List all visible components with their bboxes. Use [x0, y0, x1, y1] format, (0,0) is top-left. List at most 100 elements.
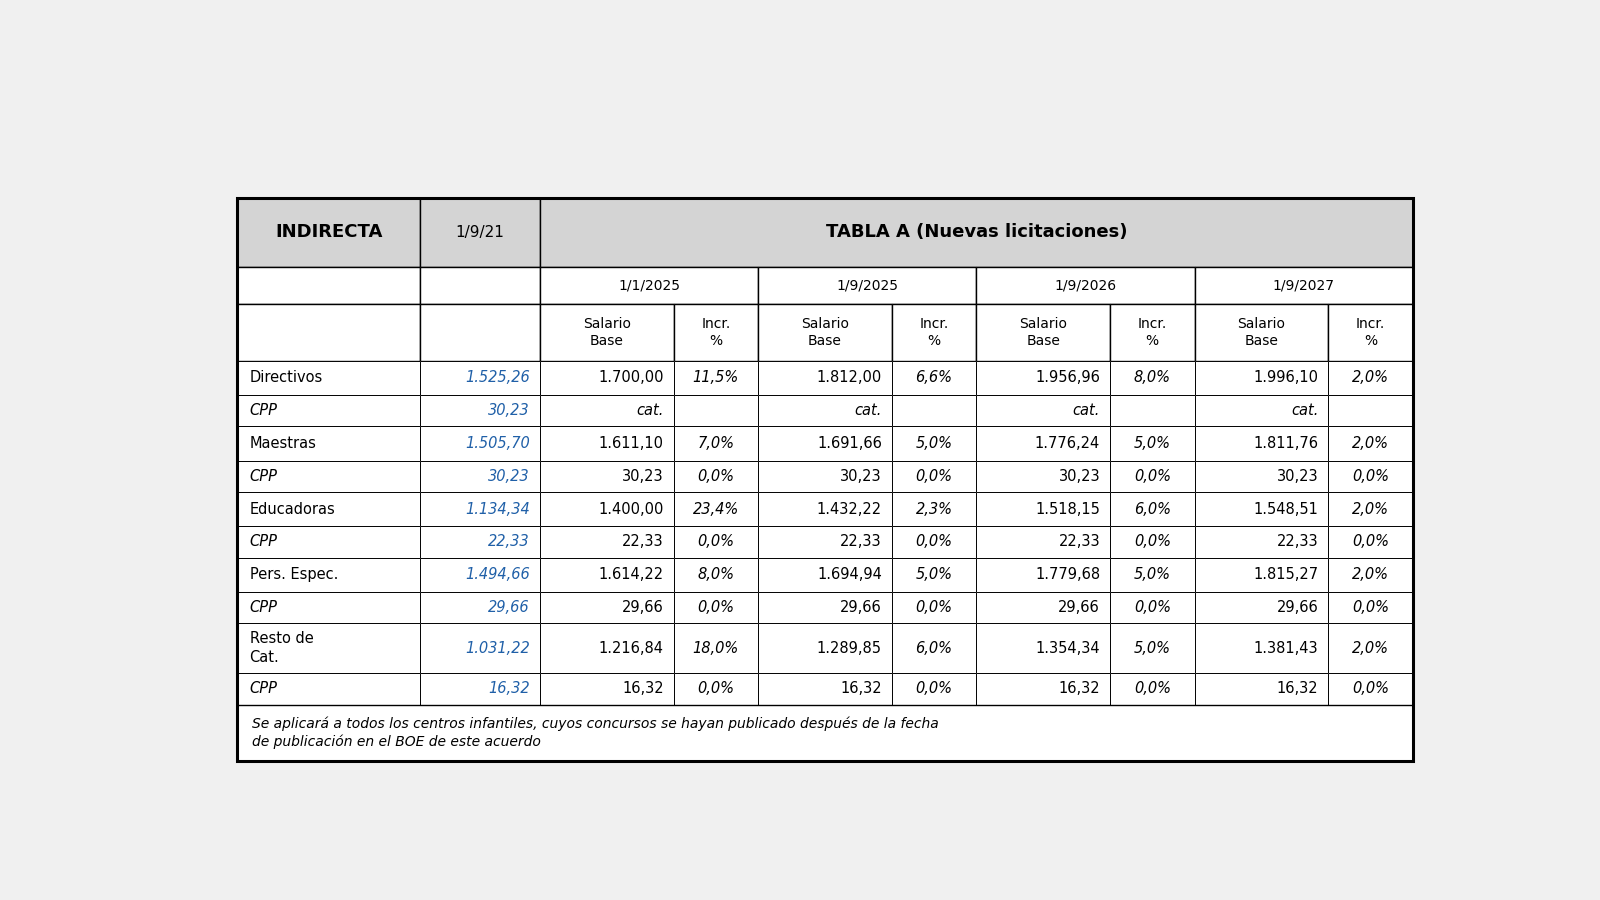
Bar [421, 558, 539, 592]
Bar [891, 492, 976, 526]
Bar [758, 361, 891, 395]
Bar [1195, 395, 1328, 427]
Text: 1.432,22: 1.432,22 [816, 501, 882, 517]
Bar [1195, 592, 1328, 624]
Text: 5,0%: 5,0% [1134, 567, 1171, 582]
Bar [539, 624, 674, 673]
Bar [1110, 461, 1195, 492]
Text: 16,32: 16,32 [840, 681, 882, 697]
Bar [758, 526, 891, 558]
Bar [539, 304, 674, 361]
Bar [758, 395, 891, 427]
Text: 1/9/2027: 1/9/2027 [1272, 279, 1334, 292]
Bar [1195, 304, 1328, 361]
Text: Salario
Base: Salario Base [582, 317, 630, 348]
Bar [237, 361, 421, 395]
Bar [1195, 673, 1328, 705]
Bar [891, 526, 976, 558]
Text: 30,23: 30,23 [840, 469, 882, 484]
Bar [674, 395, 758, 427]
Text: 29,66: 29,66 [1277, 600, 1318, 615]
Bar [1110, 526, 1195, 558]
Bar [1328, 304, 1413, 361]
Bar [758, 361, 891, 395]
Text: 6,6%: 6,6% [915, 370, 952, 385]
Bar [1110, 673, 1195, 705]
Bar [891, 592, 976, 624]
Bar [539, 267, 758, 304]
Bar [758, 526, 891, 558]
Bar [1328, 395, 1413, 427]
Bar [674, 492, 758, 526]
Bar [976, 624, 1110, 673]
Bar [237, 526, 421, 558]
Bar [976, 427, 1110, 461]
Bar [758, 427, 891, 461]
Bar [1110, 492, 1195, 526]
Text: 6,0%: 6,0% [915, 641, 952, 656]
Bar [539, 427, 674, 461]
Bar [237, 592, 421, 624]
Bar [237, 526, 421, 558]
Text: 16,32: 16,32 [1277, 681, 1318, 697]
Text: Se aplicará a todos los centros infantiles, cuyos concursos se hayan publicado d: Se aplicará a todos los centros infantil… [253, 716, 939, 749]
Bar [1328, 304, 1413, 361]
Bar [1195, 673, 1328, 705]
Text: 1.289,85: 1.289,85 [818, 641, 882, 656]
Bar [758, 461, 891, 492]
Bar [539, 361, 674, 395]
Bar [758, 558, 891, 592]
Bar [1110, 427, 1195, 461]
Bar [976, 492, 1110, 526]
Bar [891, 558, 976, 592]
Bar [976, 361, 1110, 395]
Text: Educadoras: Educadoras [250, 501, 336, 517]
Bar [891, 361, 976, 395]
Bar [1195, 526, 1328, 558]
Bar [674, 304, 758, 361]
Bar [976, 395, 1110, 427]
Bar [891, 304, 976, 361]
Text: Maestras: Maestras [250, 436, 317, 451]
Bar [421, 198, 539, 267]
Bar [976, 558, 1110, 592]
Text: 0,0%: 0,0% [1134, 600, 1171, 615]
Bar [758, 592, 891, 624]
Text: 0,0%: 0,0% [1352, 600, 1389, 615]
Bar [1195, 427, 1328, 461]
Bar [1195, 427, 1328, 461]
Bar [674, 304, 758, 361]
Bar [891, 461, 976, 492]
Bar [1110, 427, 1195, 461]
Bar [1328, 427, 1413, 461]
Bar [421, 492, 539, 526]
Bar [1110, 526, 1195, 558]
Bar [1195, 395, 1328, 427]
Text: 22,33: 22,33 [622, 535, 664, 550]
Bar [976, 361, 1110, 395]
Text: 1.815,27: 1.815,27 [1253, 567, 1318, 582]
Text: 6,0%: 6,0% [1134, 501, 1171, 517]
Text: 30,23: 30,23 [488, 469, 530, 484]
Text: 1.381,43: 1.381,43 [1254, 641, 1318, 656]
Bar [237, 624, 421, 673]
Text: 5,0%: 5,0% [1134, 436, 1171, 451]
Bar [891, 624, 976, 673]
Text: Salario
Base: Salario Base [1237, 317, 1285, 348]
Bar [891, 673, 976, 705]
Bar [891, 461, 976, 492]
Bar [237, 267, 421, 304]
Bar [421, 395, 539, 427]
Bar [891, 624, 976, 673]
Bar [237, 461, 421, 492]
Bar [237, 395, 421, 427]
Bar [1195, 267, 1413, 304]
Bar [891, 492, 976, 526]
Bar [237, 198, 1413, 760]
Bar [1328, 492, 1413, 526]
Text: 1.525,26: 1.525,26 [466, 370, 530, 385]
Bar [976, 526, 1110, 558]
Text: 1.776,24: 1.776,24 [1035, 436, 1101, 451]
Bar [1328, 558, 1413, 592]
Bar [758, 673, 891, 705]
